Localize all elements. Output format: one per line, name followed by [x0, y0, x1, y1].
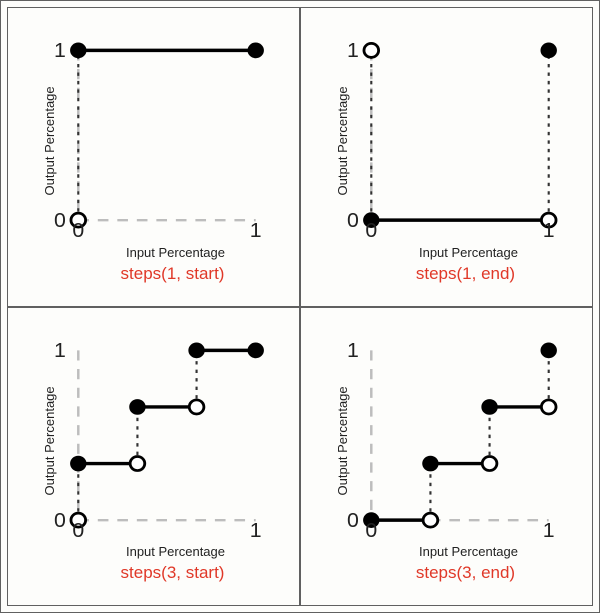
x-tick-label: 0	[365, 220, 377, 242]
closed-point-marker	[541, 343, 556, 357]
plot-area: 0 1 0 1	[57, 330, 277, 541]
chart-svg: 0 1 0 1	[57, 330, 277, 541]
plot-area: 0 1 0 1	[57, 30, 277, 241]
x-tick-label: 1	[250, 220, 262, 242]
closed-point-marker	[482, 399, 497, 413]
y-tick-label: 1	[54, 40, 66, 62]
panel-p3: Output Percentage0101Input Percentageste…	[300, 307, 593, 607]
x-axis-label: Input Percentage	[367, 245, 570, 260]
open-point-marker	[364, 43, 379, 57]
x-axis-label: Input Percentage	[367, 544, 570, 559]
panel-grid: Output Percentage0101Input Percentageste…	[0, 0, 600, 613]
plot-area: 0 1 0 1	[350, 330, 570, 541]
x-tick-label: 1	[543, 220, 555, 242]
open-point-marker	[482, 456, 497, 470]
panel-caption: steps(3, end)	[361, 563, 570, 583]
y-tick-label: 1	[54, 339, 66, 361]
open-point-marker	[423, 513, 438, 527]
closed-point-marker	[541, 43, 556, 57]
x-tick-label: 0	[72, 220, 84, 242]
closed-point-marker	[71, 43, 86, 57]
x-tick-label: 1	[250, 519, 262, 541]
open-point-marker	[189, 399, 204, 413]
y-tick-label: 0	[54, 509, 66, 531]
y-tick-label: 0	[54, 209, 66, 231]
y-tick-label: 0	[347, 209, 359, 231]
plot-wrap: Output Percentage0101	[331, 30, 570, 241]
x-axis-label: Input Percentage	[74, 245, 277, 260]
plot-area: 0 1 0 1	[350, 30, 570, 241]
closed-point-marker	[423, 456, 438, 470]
x-axis-label: Input Percentage	[74, 544, 277, 559]
y-tick-label: 1	[347, 339, 359, 361]
x-tick-label: 0	[365, 519, 377, 541]
y-tick-label: 1	[347, 40, 359, 62]
closed-point-marker	[189, 343, 204, 357]
panel-caption: steps(1, end)	[361, 264, 570, 284]
closed-point-marker	[71, 456, 86, 470]
plot-wrap: Output Percentage0101	[38, 330, 277, 541]
chart-svg: 0 1 0 1	[350, 30, 570, 241]
open-point-marker	[541, 399, 556, 413]
panel-p2: Output Percentage0101Input Percentageste…	[7, 307, 300, 607]
x-tick-label: 0	[72, 519, 84, 541]
plot-wrap: Output Percentage0101	[331, 330, 570, 541]
chart-svg: 0 1 0 1	[350, 330, 570, 541]
open-point-marker	[130, 456, 145, 470]
panel-caption: steps(3, start)	[68, 563, 277, 583]
closed-point-marker	[248, 43, 263, 57]
plot-wrap: Output Percentage0101	[38, 30, 277, 241]
panel-caption: steps(1, start)	[68, 264, 277, 284]
closed-point-marker	[248, 343, 263, 357]
x-tick-label: 1	[543, 519, 555, 541]
panel-p1: Output Percentage0101Input Percentageste…	[300, 7, 593, 307]
y-tick-label: 0	[347, 509, 359, 531]
panel-p0: Output Percentage0101Input Percentageste…	[7, 7, 300, 307]
closed-point-marker	[130, 399, 145, 413]
chart-svg: 0 1 0 1	[57, 30, 277, 241]
